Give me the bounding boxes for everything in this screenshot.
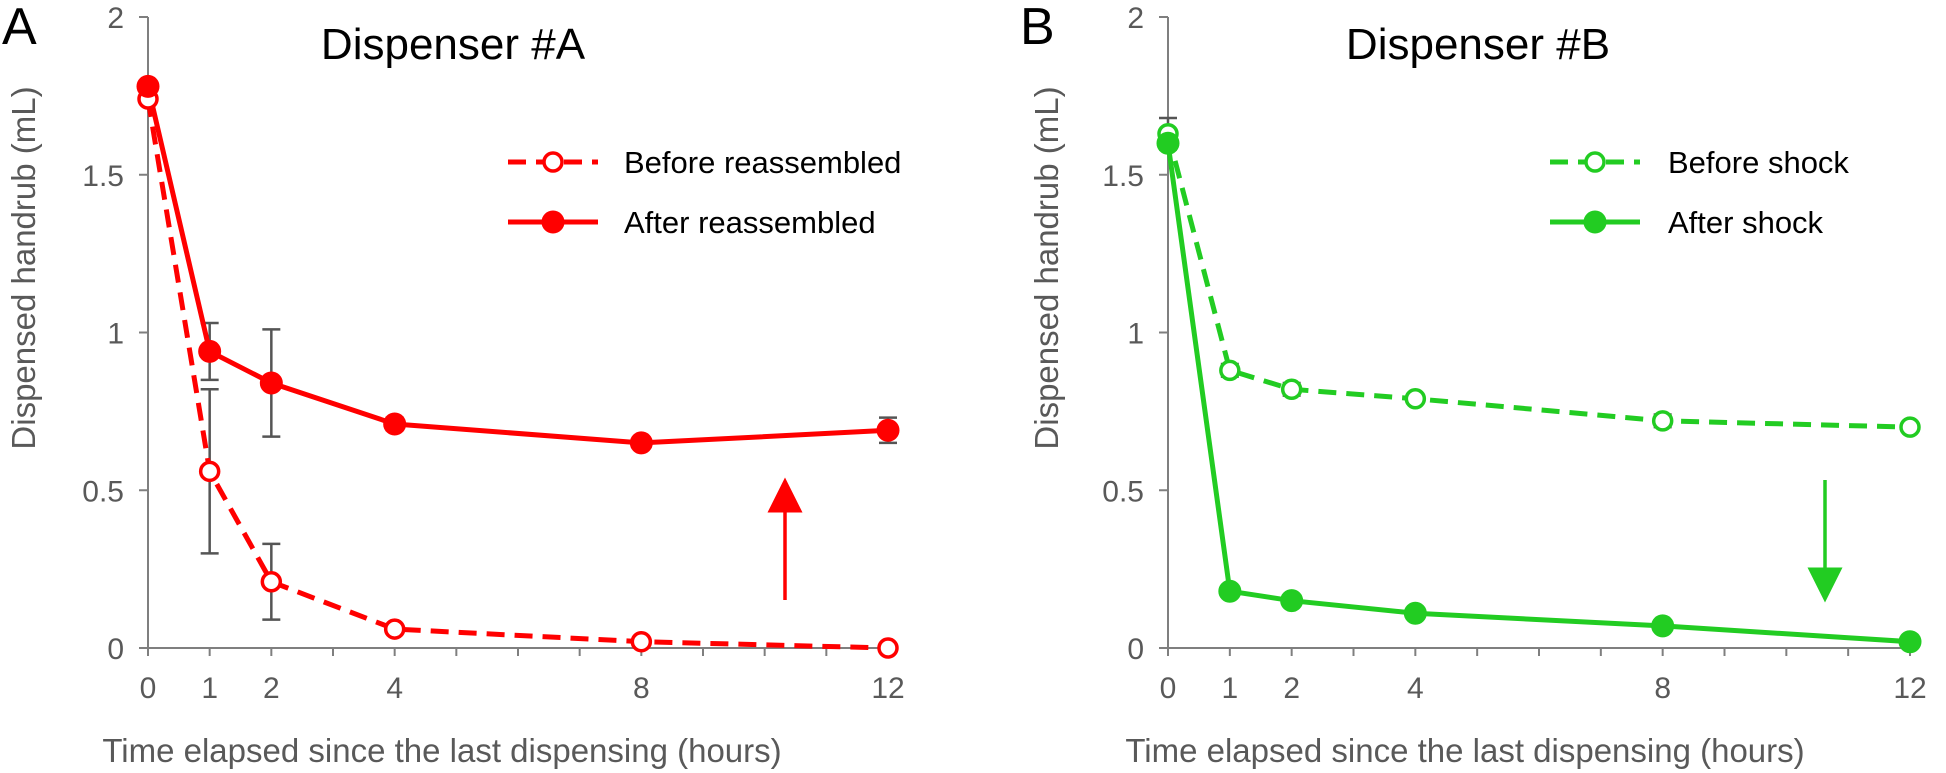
data-point-after — [259, 371, 283, 395]
axes: 00.511.520 1 2 4 8 12 — [1102, 2, 1926, 705]
series-line-before — [145, 98, 889, 651]
legend-marker-before — [542, 151, 564, 173]
x-tick-label: 2 — [1283, 672, 1300, 705]
data-point-before — [383, 618, 406, 640]
series-lines — [1165, 133, 1911, 645]
data-point-after — [1651, 614, 1675, 638]
panel-a: A Dispenser #A Time elapsed since the la… — [2, 0, 905, 769]
legend-label-after: After reassembled — [624, 205, 876, 240]
y-tick-label: 0 — [107, 633, 124, 666]
legend-marker-after — [541, 210, 565, 234]
data-point-after — [1218, 579, 1242, 603]
data-point-after — [383, 412, 407, 436]
y-tick-label: 2 — [107, 2, 124, 35]
markers — [1156, 122, 1922, 654]
y-tick-label: 2 — [1127, 2, 1144, 35]
x-tick-label: 0 — [1160, 672, 1177, 705]
x-tick-label: 12 — [1893, 672, 1926, 705]
data-point-before — [877, 637, 899, 659]
data-point-after — [1280, 589, 1304, 613]
x-tick-label: 4 — [386, 672, 403, 705]
legend-marker-after — [1583, 210, 1607, 234]
y-axis-title: Dispensed handrub (mL) — [5, 86, 42, 449]
panel-letter: B — [1020, 0, 1055, 56]
x-tick-label: 12 — [871, 672, 904, 705]
markers — [136, 74, 900, 659]
data-point-before — [630, 630, 653, 653]
data-point-before — [1651, 410, 1674, 432]
axes: 00.511.520 1 2 4 8 12 — [82, 2, 904, 705]
legend: Before reassembled After reassembled — [508, 145, 901, 240]
x-tick-label: 4 — [1407, 672, 1424, 705]
data-point-before — [1404, 388, 1427, 410]
y-tick-label: 1 — [107, 318, 124, 351]
data-point-before — [1280, 378, 1303, 401]
series-lines — [145, 85, 889, 651]
x-tick-label: 1 — [1221, 672, 1238, 705]
y-tick-label: 0.5 — [1102, 475, 1144, 508]
series-line-after — [1165, 142, 1911, 645]
data-point-after — [1403, 601, 1427, 625]
data-point-after — [136, 74, 160, 98]
legend: Before shock After shock — [1550, 145, 1849, 240]
x-axis-title: Time elapsed since the last dispensing (… — [1125, 732, 1804, 769]
x-axis-title: Time elapsed since the last dispensing (… — [102, 732, 781, 769]
x-tick-label: 0 — [140, 672, 157, 705]
chart-title: Dispenser #B — [1346, 20, 1610, 69]
data-point-before — [260, 570, 283, 593]
data-point-after — [198, 339, 222, 363]
y-tick-label: 1 — [1127, 318, 1144, 351]
y-tick-label: 0 — [1127, 633, 1144, 666]
legend-label-before: Before reassembled — [624, 145, 901, 180]
data-point-before — [1899, 416, 1921, 438]
x-tick-label: 1 — [201, 672, 218, 705]
x-tick-label: 2 — [263, 672, 280, 705]
data-point-before — [198, 460, 221, 483]
x-tick-label: 8 — [1654, 672, 1671, 705]
data-point-after — [876, 418, 900, 442]
error-bars — [200, 321, 897, 621]
y-tick-label: 1.5 — [1102, 160, 1144, 193]
x-tick-label: 8 — [633, 672, 650, 705]
y-axis-title: Dispensed handrub (mL) — [1028, 86, 1065, 449]
data-point-after — [629, 431, 653, 455]
legend-label-after: After shock — [1668, 205, 1824, 240]
data-point-after — [1156, 131, 1180, 155]
legend-label-before: Before shock — [1668, 145, 1849, 180]
data-point-before — [1219, 359, 1241, 382]
y-tick-label: 0.5 — [82, 475, 124, 508]
legend-marker-before — [1584, 151, 1606, 173]
chart-title: Dispenser #A — [321, 20, 586, 69]
series-line-after — [145, 85, 889, 446]
series-line-before — [1165, 133, 1911, 430]
panel-letter: A — [2, 0, 37, 56]
panel-b: B Dispenser #B Time elapsed since the la… — [1020, 0, 1927, 769]
y-tick-label: 1.5 — [82, 160, 124, 193]
data-point-after — [1898, 630, 1922, 654]
